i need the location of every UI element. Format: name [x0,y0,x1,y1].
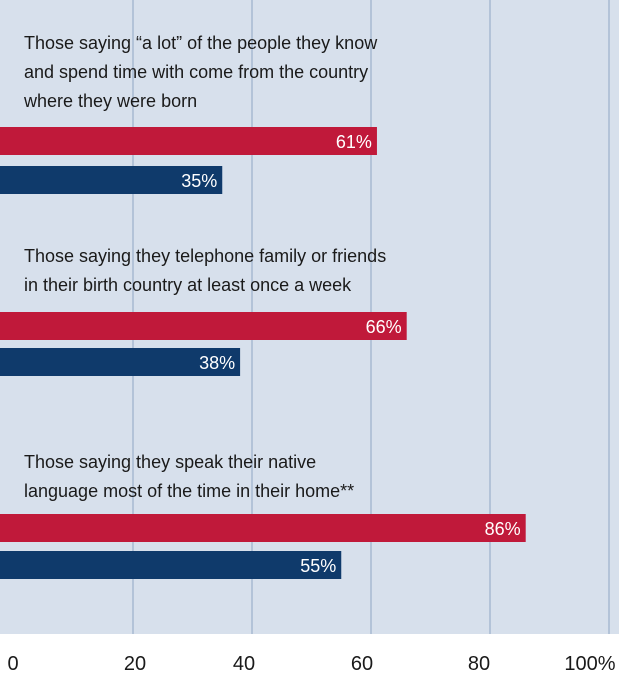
bar [0,551,342,579]
x-axis-ticks: 0 20 40 60 80 100% [7,653,615,675]
bar [0,514,526,542]
x-tick-label: 80 [468,653,490,675]
bar-value-label: 66% [366,317,402,337]
category-label: where they were born [23,91,197,111]
category-label: Those saying “a lot” of the people they … [24,33,378,53]
bar [0,312,407,340]
category-label: language most of the time in their home*… [24,481,354,501]
bar-value-label: 86% [485,519,521,539]
x-tick-label: 100% [564,653,615,675]
x-tick-label: 40 [233,653,255,675]
bar [0,166,223,194]
category-label: and spend time with come from the countr… [24,62,368,82]
bar-value-label: 35% [181,171,217,191]
x-tick-label: 0 [7,653,18,675]
category-label: Those saying they telephone family or fr… [24,246,386,266]
bar-value-label: 61% [336,132,372,152]
bar [0,127,377,155]
bar-value-label: 55% [300,556,336,576]
category-label: in their birth country at least once a w… [24,275,352,295]
x-tick-label: 20 [124,653,146,675]
category-label: Those saying they speak their native [24,452,316,472]
x-tick-label: 60 [351,653,373,675]
category-labels: Those saying “a lot” of the people they … [23,33,386,501]
bars: 61% 66% 86% 35% 38% 55% [0,127,526,579]
bar [0,348,241,376]
bar-value-label: 38% [199,353,235,373]
